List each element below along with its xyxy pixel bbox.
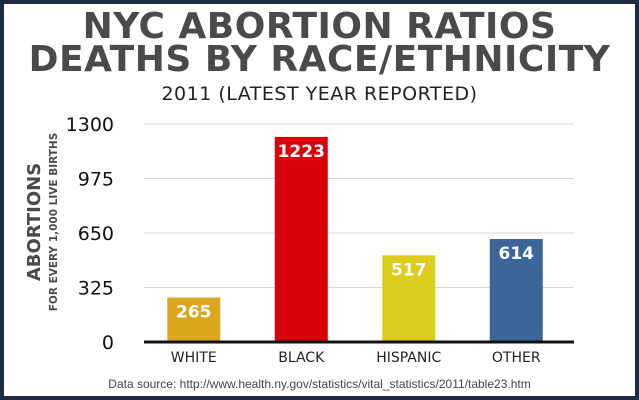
- title-line-2: DEATHS BY RACE/ETHNICITY: [28, 39, 611, 80]
- bar-black: [274, 136, 328, 342]
- value-label-hispanic: 517: [391, 260, 427, 280]
- category-labels: WHITE BLACK HISPANIC OTHER: [171, 350, 541, 366]
- y-tick-label: 1300: [66, 114, 114, 136]
- y-axis-ticks: 0 325 650 975 1300: [66, 114, 114, 354]
- value-labels: 265 1223 517 614: [176, 142, 534, 323]
- chart-title: NYC ABORTION RATIOS DEATHS BY RACE/ETHNI…: [4, 6, 635, 80]
- category-label-other: OTHER: [492, 350, 541, 366]
- bar-other: [489, 239, 543, 342]
- chart-subtitle: 2011 (LATEST YEAR REPORTED): [161, 83, 478, 105]
- bar-white: [167, 297, 221, 342]
- data-source-note: Data source: http://www.health.ny.gov/st…: [108, 377, 531, 391]
- bar-hispanic: [382, 255, 436, 342]
- chart-frame: NYC ABORTION RATIOS DEATHS BY RACE/ETHNI…: [4, 4, 635, 396]
- y-axis-sublabel: FOR EVERY 1,000 LIVE BIRTHS: [48, 133, 60, 312]
- category-label-white: WHITE: [171, 350, 217, 366]
- category-label-black: BLACK: [278, 350, 325, 366]
- y-tick-label: 975: [78, 169, 114, 191]
- y-axis-label: ABORTIONS: [24, 163, 45, 281]
- y-tick-label: 650: [78, 223, 114, 245]
- bars: [167, 136, 543, 342]
- y-tick-label: 0: [102, 332, 114, 354]
- y-tick-label: 325: [78, 278, 114, 300]
- value-label-other: 614: [499, 244, 535, 264]
- title-line-1: NYC ABORTION RATIOS: [82, 6, 557, 47]
- y-axis-title: ABORTIONS FOR EVERY 1,000 LIVE BIRTHS: [24, 133, 60, 312]
- value-label-white: 265: [176, 303, 212, 323]
- bar-chart: 0 325 650 975 1300 265 1223 517 614 WHITE BLACK H…: [24, 114, 574, 366]
- value-label-black: 1223: [278, 142, 325, 162]
- category-label-hispanic: HISPANIC: [376, 350, 441, 366]
